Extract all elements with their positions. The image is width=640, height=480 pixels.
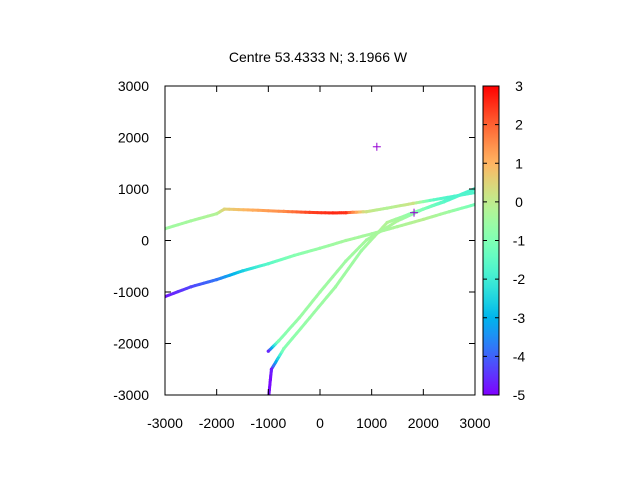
data-point (331, 211, 335, 215)
x-tick-label: 0 (316, 415, 324, 431)
x-tick-label: -3000 (147, 415, 183, 431)
data-point (364, 210, 369, 214)
data-point (447, 210, 451, 214)
data-point (411, 201, 415, 205)
chart-title: Centre 53.4333 N; 3.1966 W (229, 49, 408, 65)
colorbar-tick-label: 2 (515, 117, 523, 133)
colorbar: 3 2 1 0 -1 -2 -3 -4 -5 (482, 78, 526, 403)
y-tick-label: 0 (141, 233, 149, 249)
data-point (318, 246, 322, 250)
colorbar-tick-label: -1 (513, 233, 526, 249)
data-point (282, 347, 286, 351)
x-tick-label: 2000 (408, 415, 439, 431)
plot-area (165, 142, 475, 395)
x-tick-label: 3000 (459, 415, 490, 431)
x-tick-label: -2000 (199, 415, 235, 431)
data-point (308, 210, 312, 214)
data-point (215, 278, 219, 282)
data-point (277, 339, 281, 343)
data-point (447, 197, 451, 201)
data-point (266, 349, 270, 353)
data-point (269, 367, 273, 371)
colorbar-tick-label: 0 (515, 194, 523, 210)
colorbar-tick-label: -2 (513, 271, 526, 287)
data-point (189, 219, 193, 223)
axes: -3000 -2000 -1000 0 1000 2000 3000 3000 2000 1000… (113, 78, 491, 431)
data-point (395, 219, 400, 223)
data-point (282, 209, 286, 213)
data-point (344, 238, 348, 243)
data-point (385, 220, 389, 225)
y-tick-label: -2000 (113, 336, 149, 352)
colorbar-tick-label: -3 (513, 310, 526, 326)
data-point (222, 207, 226, 211)
data-point (266, 262, 270, 266)
data-point (215, 212, 219, 216)
y-tick-label: -3000 (113, 387, 149, 403)
data-point (318, 290, 322, 294)
track-1 (165, 191, 475, 231)
data-point (292, 253, 296, 257)
plot-frame (164, 85, 476, 396)
y-tick-label: 1000 (118, 181, 149, 197)
track-2 (165, 202, 475, 299)
data-point (308, 316, 312, 320)
plus-marker (372, 142, 381, 151)
colorbar-tick-label: 3 (515, 78, 523, 94)
data-point (364, 238, 369, 242)
data-point (240, 269, 245, 273)
colorbar-tick-label: -5 (513, 387, 526, 403)
y-tick-label: -1000 (113, 284, 149, 300)
data-point (395, 225, 400, 229)
plus-marker (410, 208, 419, 217)
data-point (251, 208, 255, 212)
x-tick-label: -1000 (250, 415, 286, 431)
y-tick-label: 2000 (118, 130, 149, 146)
data-point (297, 316, 301, 320)
colorbar-tick-label: 1 (515, 155, 523, 171)
track-3 (267, 187, 475, 395)
x-tick-label: 1000 (356, 415, 387, 431)
data-point (421, 217, 425, 221)
data-point (268, 378, 272, 382)
data-point (189, 285, 193, 289)
data-point (421, 207, 425, 211)
data-point (333, 285, 338, 289)
colorbar-tick-label: -4 (513, 348, 526, 364)
data-point (432, 198, 436, 202)
data-point (359, 249, 363, 253)
data-point (385, 206, 389, 210)
y-tick-label: 3000 (118, 78, 149, 94)
data-point (344, 211, 348, 215)
data-point (344, 259, 348, 263)
